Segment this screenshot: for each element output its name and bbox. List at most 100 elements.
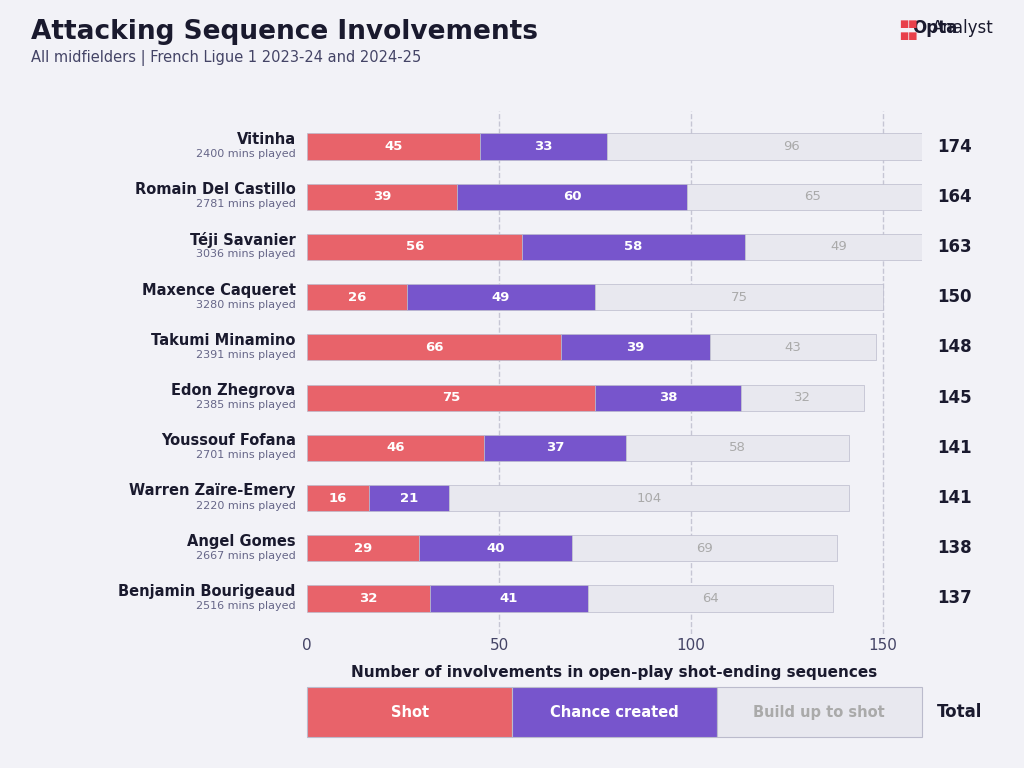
Bar xyxy=(561,334,711,360)
Text: 138: 138 xyxy=(937,539,972,558)
Text: 3280 mins played: 3280 mins played xyxy=(196,300,296,310)
Text: Build up to shot: Build up to shot xyxy=(754,705,885,720)
Text: 2781 mins played: 2781 mins played xyxy=(196,199,296,209)
Text: Téji Savanier: Téji Savanier xyxy=(189,232,296,248)
Text: 32: 32 xyxy=(794,391,811,404)
Text: Takumi Minamino: Takumi Minamino xyxy=(152,333,296,348)
Bar xyxy=(687,184,937,210)
Text: Shot: Shot xyxy=(390,705,429,720)
Bar xyxy=(588,585,834,611)
Text: 58: 58 xyxy=(625,240,643,253)
Text: Edon Zhegrova: Edon Zhegrova xyxy=(171,383,296,398)
Text: Maxence Caqueret: Maxence Caqueret xyxy=(141,283,296,298)
Bar xyxy=(595,385,741,411)
Bar xyxy=(483,435,626,461)
Text: 2667 mins played: 2667 mins played xyxy=(196,551,296,561)
Bar xyxy=(307,485,369,511)
Text: 66: 66 xyxy=(425,341,443,354)
Text: 40: 40 xyxy=(486,541,505,554)
Text: 3036 mins played: 3036 mins played xyxy=(197,250,296,260)
Bar xyxy=(307,184,457,210)
Text: 16: 16 xyxy=(329,492,347,505)
Text: 58: 58 xyxy=(729,442,745,455)
Text: 29: 29 xyxy=(353,541,372,554)
Text: 65: 65 xyxy=(804,190,820,204)
Bar xyxy=(741,385,864,411)
Text: Attacking Sequence Involvements: Attacking Sequence Involvements xyxy=(31,19,538,45)
Text: 174: 174 xyxy=(937,137,972,155)
Text: Total: Total xyxy=(937,703,982,721)
Text: 141: 141 xyxy=(937,489,972,507)
Bar xyxy=(430,585,588,611)
Text: 64: 64 xyxy=(702,592,719,605)
Bar xyxy=(307,385,595,411)
Text: 26: 26 xyxy=(348,290,367,303)
Bar xyxy=(369,485,450,511)
Bar xyxy=(307,435,483,461)
Text: Chance created: Chance created xyxy=(550,705,679,720)
Text: 75: 75 xyxy=(442,391,461,404)
Text: ■■
■■: ■■ ■■ xyxy=(899,19,918,41)
Text: 21: 21 xyxy=(399,492,418,505)
Bar xyxy=(450,485,849,511)
Text: All midfielders | French Ligue 1 2023-24 and 2024-25: All midfielders | French Ligue 1 2023-24… xyxy=(31,50,421,66)
Text: Youssouf Fofana: Youssouf Fofana xyxy=(161,433,296,449)
Text: 60: 60 xyxy=(563,190,582,204)
Text: Warren Zaïre-Emery: Warren Zaïre-Emery xyxy=(129,484,296,498)
Text: 148: 148 xyxy=(937,339,972,356)
Bar xyxy=(572,535,837,561)
Text: 141: 141 xyxy=(937,439,972,457)
Bar xyxy=(457,184,687,210)
Bar xyxy=(744,234,933,260)
Text: 2220 mins played: 2220 mins played xyxy=(196,501,296,511)
Text: 39: 39 xyxy=(627,341,645,354)
Text: 2701 mins played: 2701 mins played xyxy=(196,450,296,460)
Bar xyxy=(711,334,876,360)
Bar xyxy=(307,234,522,260)
Text: 2516 mins played: 2516 mins played xyxy=(196,601,296,611)
Text: 96: 96 xyxy=(782,140,800,153)
Bar xyxy=(606,134,975,160)
Text: 49: 49 xyxy=(830,240,848,253)
Bar xyxy=(407,284,595,310)
Text: Angel Gomes: Angel Gomes xyxy=(187,534,296,548)
Text: Opta: Opta xyxy=(912,19,957,37)
Bar xyxy=(480,134,606,160)
Text: 137: 137 xyxy=(937,590,972,607)
Text: 43: 43 xyxy=(784,341,802,354)
Text: Analyst: Analyst xyxy=(932,19,993,37)
Bar xyxy=(626,435,849,461)
Text: 150: 150 xyxy=(937,288,972,306)
Bar xyxy=(307,585,430,611)
Text: 2391 mins played: 2391 mins played xyxy=(196,350,296,360)
Text: 41: 41 xyxy=(500,592,518,605)
Text: 46: 46 xyxy=(386,442,404,455)
Text: 49: 49 xyxy=(492,290,510,303)
Text: Vitinha: Vitinha xyxy=(237,132,296,147)
Text: 45: 45 xyxy=(384,140,402,153)
Text: 69: 69 xyxy=(696,541,713,554)
Bar xyxy=(522,234,745,260)
Text: 2385 mins played: 2385 mins played xyxy=(196,400,296,410)
Text: 75: 75 xyxy=(731,290,748,303)
Text: 164: 164 xyxy=(937,187,972,206)
Text: 104: 104 xyxy=(636,492,662,505)
X-axis label: Number of involvements in open-play shot-ending sequences: Number of involvements in open-play shot… xyxy=(351,664,878,680)
Text: Benjamin Bourigeaud: Benjamin Bourigeaud xyxy=(119,584,296,599)
Text: Romain Del Castillo: Romain Del Castillo xyxy=(135,182,296,197)
Text: 37: 37 xyxy=(546,442,564,455)
Text: 39: 39 xyxy=(373,190,391,204)
Text: 163: 163 xyxy=(937,238,972,256)
Bar xyxy=(307,334,561,360)
Text: 33: 33 xyxy=(535,140,553,153)
Text: 2400 mins played: 2400 mins played xyxy=(196,149,296,159)
Bar xyxy=(307,284,407,310)
Text: 56: 56 xyxy=(406,240,424,253)
Text: 145: 145 xyxy=(937,389,972,406)
Bar xyxy=(307,535,419,561)
Text: 38: 38 xyxy=(658,391,678,404)
Bar xyxy=(595,284,883,310)
Bar xyxy=(419,535,572,561)
Text: 32: 32 xyxy=(359,592,378,605)
Bar xyxy=(307,134,480,160)
